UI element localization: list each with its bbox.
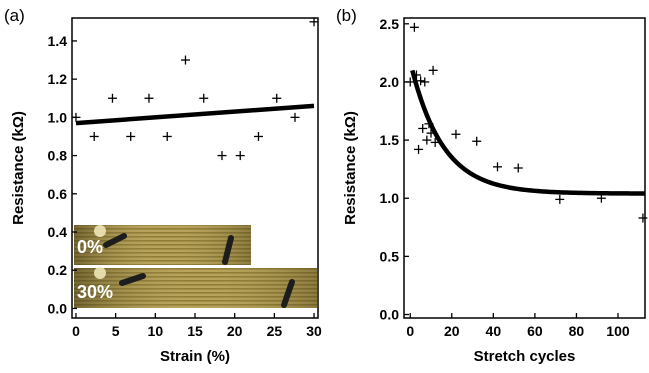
inset-0pct-probe-left [103, 233, 127, 248]
inset-30pct-probe-right [281, 279, 295, 308]
pa-y-tick-label: 0.6 [48, 186, 68, 202]
pa-data-point [309, 17, 319, 27]
pb-fit-curve [410, 69, 646, 196]
inset-30pct-probe-left [119, 273, 146, 286]
pb-data-point [428, 65, 438, 75]
pa-fit-curve [75, 103, 315, 126]
panel-b-x-axis-label: Stretch cycles [474, 348, 576, 365]
inset-0pct-label: 0% [77, 237, 103, 257]
pa-data-point [272, 93, 282, 103]
inset-30pct-shading [74, 268, 317, 308]
pa-data-point [199, 93, 209, 103]
pb-data-point [451, 129, 461, 139]
pa-x-tick-label: 5 [112, 323, 120, 339]
pa-x-tick-label: 10 [148, 323, 164, 339]
pa-data-point [235, 151, 245, 161]
pa-data-point [126, 131, 136, 141]
pa-x-tick-label: 25 [267, 323, 283, 339]
pb-data-point [409, 22, 419, 32]
pb-x-tick-label: 20 [444, 323, 460, 339]
pb-data-point [424, 119, 434, 129]
pb-data-point [596, 193, 606, 203]
pa-y-tick-label: 0.0 [48, 300, 68, 316]
panel-a-x-axis-label: Strain (%) [160, 348, 230, 365]
inset-30pct-highlight [94, 267, 106, 279]
pb-y-tick-label: 0.5 [380, 248, 400, 264]
panel-b-frame [403, 17, 646, 319]
pb-data-point [492, 162, 502, 172]
pa-y-tick-label: 0.4 [48, 224, 68, 240]
panel-b-label: (b) [336, 6, 357, 25]
pb-data-point [430, 137, 440, 147]
pa-y-tick-label: 0.2 [48, 262, 68, 278]
inset-photo-30pct: 30% [74, 267, 317, 308]
pa-data-point [144, 93, 154, 103]
pb-data-point [555, 194, 565, 204]
pb-y-tick-label: 1.5 [380, 132, 400, 148]
inset-0pct-highlight [94, 225, 106, 237]
pb-x-tick-label: 40 [486, 323, 502, 339]
pb-data-point [418, 123, 428, 133]
pa-data-point [89, 131, 99, 141]
pb-data-point [422, 135, 432, 145]
pa-x-tick-label: 20 [227, 323, 243, 339]
inset-photo-0pct: 0% [74, 225, 251, 265]
pa-data-point [217, 151, 227, 161]
pb-y-tick-label: 0.0 [380, 307, 400, 323]
panel-a-y-axis-label: Resistance (kΩ) [10, 111, 27, 225]
inset-0pct-probe-right [222, 235, 234, 265]
pa-y-tick-label: 0.8 [48, 148, 68, 164]
pb-data-point [638, 213, 648, 223]
panel-b-y-axis-label: Resistance (kΩ) [342, 111, 359, 225]
pb-x-tick-label: 80 [569, 323, 585, 339]
pa-x-tick-label: 15 [187, 323, 203, 339]
pb-data-point [416, 76, 426, 86]
panel-b-chart: 0 20 40 60 80 100 0.0 0.5 1.0 1.5 2.0 2.5 Stretch … [342, 16, 648, 365]
pb-y-tick-label: 1.0 [380, 190, 400, 206]
pb-y-tick-label: 2.0 [380, 74, 400, 90]
pb-data-point [513, 163, 523, 173]
pa-data-point [162, 131, 172, 141]
pa-x-tick-label: 30 [306, 323, 322, 339]
pb-data-point [426, 128, 436, 138]
pa-data-point [290, 112, 300, 122]
pa-y-tick-label: 1.0 [48, 109, 68, 125]
pb-data-point [420, 77, 430, 87]
pb-data-point [414, 144, 424, 154]
pb-data-point [472, 136, 482, 146]
pb-x-tick-label: 60 [527, 323, 543, 339]
pa-y-tick-label: 1.2 [48, 71, 68, 87]
panel-a-chart: 0% 30% 0 5 10 15 20 25 30 0.0 0.2 0.4 0.6 0.8 1.0 1.… [10, 17, 322, 365]
pb-y-tick-label: 2.5 [380, 16, 400, 32]
pa-data-point [253, 131, 263, 141]
pa-y-tick-label: 1.4 [48, 33, 68, 49]
pa-data-point [180, 55, 190, 65]
pb-x-tick-label: 0 [406, 323, 414, 339]
panel-a-label: (a) [4, 6, 25, 25]
pa-data-point [107, 93, 117, 103]
inset-30pct-label: 30% [77, 282, 113, 302]
pb-data-point [411, 70, 421, 80]
pa-x-tick-label: 0 [72, 323, 80, 339]
pb-x-tick-label: 100 [606, 323, 630, 339]
